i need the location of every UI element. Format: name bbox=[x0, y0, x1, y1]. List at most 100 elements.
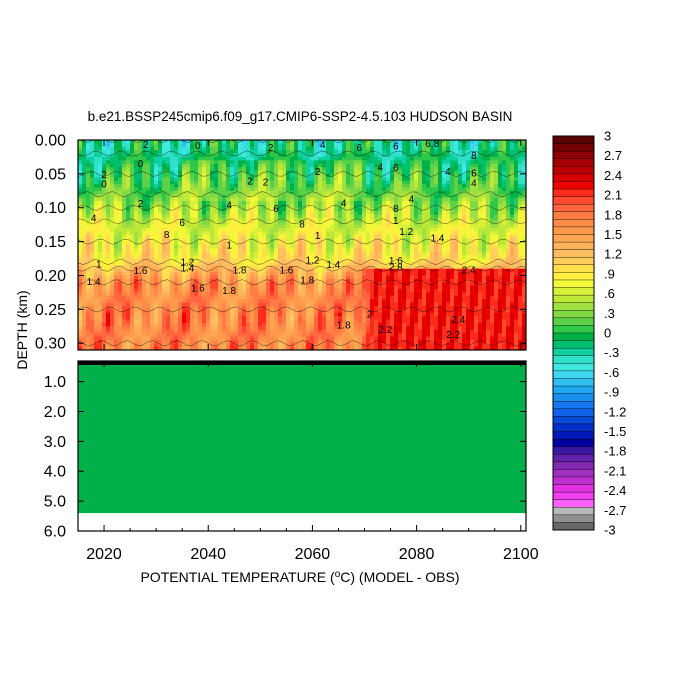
field-cell bbox=[382, 289, 387, 294]
field-cell bbox=[294, 251, 299, 256]
field-cell bbox=[322, 295, 327, 300]
field-cell bbox=[182, 241, 187, 246]
field-cell bbox=[354, 289, 359, 294]
field-cell bbox=[90, 261, 95, 266]
field-cell bbox=[166, 245, 171, 249]
field-cell bbox=[238, 346, 243, 350]
field-cell bbox=[374, 251, 379, 256]
field-cell bbox=[198, 173, 203, 178]
field-cell bbox=[378, 346, 383, 350]
field-cell bbox=[302, 200, 307, 205]
field-cell bbox=[230, 140, 235, 144]
field-cell bbox=[78, 241, 83, 246]
field-cell bbox=[310, 180, 315, 185]
field-cell bbox=[378, 228, 383, 233]
field-cell bbox=[186, 184, 191, 189]
field-cell bbox=[334, 309, 339, 314]
field-cell bbox=[206, 163, 211, 168]
field-cell bbox=[230, 224, 235, 229]
field-cell bbox=[170, 207, 175, 212]
field-cell bbox=[366, 146, 371, 151]
field-cell bbox=[302, 221, 307, 226]
field-cell bbox=[162, 234, 167, 239]
field-cell bbox=[298, 238, 303, 243]
field-cell bbox=[162, 248, 167, 253]
field-cell bbox=[386, 289, 391, 294]
field-cell bbox=[298, 170, 303, 175]
field-cell bbox=[242, 248, 247, 253]
field-cell bbox=[162, 245, 167, 249]
field-cell bbox=[130, 204, 135, 209]
field-cell bbox=[222, 163, 227, 168]
field-cell bbox=[210, 339, 215, 344]
field-cell bbox=[262, 214, 267, 219]
field-cell bbox=[194, 177, 199, 182]
field-cell bbox=[230, 299, 235, 304]
field-cell bbox=[226, 140, 231, 144]
field-cell bbox=[86, 336, 91, 341]
field-cell bbox=[170, 200, 175, 205]
field-cell bbox=[154, 265, 159, 270]
field-cell bbox=[306, 248, 311, 253]
field-cell bbox=[94, 272, 99, 277]
field-cell bbox=[286, 305, 291, 310]
field-cell bbox=[254, 146, 259, 151]
field-cell bbox=[286, 173, 291, 178]
field-cell bbox=[374, 200, 379, 205]
field-cell bbox=[174, 187, 179, 192]
field-cell bbox=[162, 272, 167, 277]
field-cell bbox=[302, 194, 307, 199]
field-cell bbox=[282, 346, 287, 350]
field-cell bbox=[302, 160, 307, 165]
field-cell bbox=[266, 255, 271, 260]
field-cell bbox=[234, 248, 239, 253]
field-cell bbox=[314, 184, 319, 189]
field-cell bbox=[190, 333, 195, 338]
field-cell bbox=[250, 322, 255, 327]
field-cell bbox=[162, 343, 167, 348]
field-cell bbox=[278, 221, 283, 226]
field-cell bbox=[222, 326, 227, 331]
field-cell bbox=[94, 309, 99, 314]
field-cell bbox=[266, 224, 271, 229]
field-cell bbox=[250, 238, 255, 243]
field-cell bbox=[258, 272, 263, 277]
field-cell bbox=[194, 305, 199, 310]
field-cell bbox=[290, 184, 295, 189]
field-cell bbox=[354, 177, 359, 182]
field-cell bbox=[174, 170, 179, 175]
field-cell bbox=[102, 221, 107, 226]
field-cell bbox=[314, 346, 319, 350]
field-cell bbox=[370, 248, 375, 253]
field-cell bbox=[182, 167, 187, 172]
field-cell bbox=[82, 309, 87, 314]
field-cell bbox=[334, 224, 339, 229]
field-cell bbox=[246, 241, 251, 246]
field-cell bbox=[106, 156, 111, 161]
field-cell bbox=[158, 295, 163, 300]
field-cell bbox=[378, 160, 383, 165]
field-cell bbox=[386, 343, 391, 348]
field-cell bbox=[166, 214, 171, 219]
field-cell bbox=[218, 146, 223, 151]
field-cell bbox=[194, 326, 199, 331]
field-cell bbox=[386, 292, 391, 297]
field-cell bbox=[306, 150, 311, 155]
field-cell bbox=[142, 163, 147, 168]
field-cell bbox=[134, 160, 139, 165]
field-cell bbox=[226, 160, 231, 165]
field-cell bbox=[78, 261, 83, 266]
field-cell bbox=[338, 160, 343, 165]
field-cell bbox=[318, 299, 323, 304]
field-cell bbox=[358, 285, 363, 290]
field-cell bbox=[78, 292, 83, 297]
field-cell bbox=[182, 238, 187, 243]
field-cell bbox=[130, 153, 135, 158]
field-cell bbox=[158, 322, 163, 327]
field-cell bbox=[158, 346, 163, 350]
field-cell bbox=[306, 302, 311, 307]
field-cell bbox=[222, 238, 227, 243]
field-cell bbox=[346, 255, 351, 260]
field-cell bbox=[374, 238, 379, 243]
field-cell bbox=[310, 333, 315, 338]
